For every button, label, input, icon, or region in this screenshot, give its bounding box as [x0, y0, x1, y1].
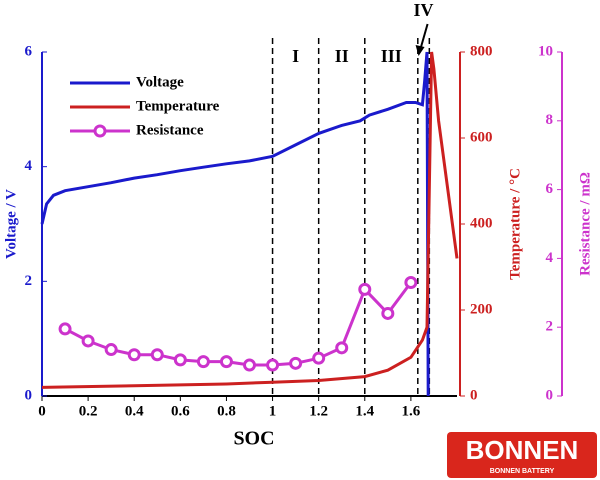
series-marker	[312, 351, 326, 365]
series-line	[41, 51, 459, 389]
x-tick-label: 1.6	[402, 403, 421, 419]
x-tick-label: 0.6	[171, 403, 190, 419]
y3-tick-label: 2	[546, 319, 554, 335]
y3-tick-label: 8	[546, 112, 554, 128]
y2-tick-label: 600	[470, 129, 493, 145]
y3-tick-label: 0	[546, 387, 554, 403]
series-line	[64, 281, 413, 367]
region-arrowhead	[415, 45, 425, 56]
region-label: II	[335, 46, 349, 66]
series-marker	[104, 343, 118, 357]
y3-tick-label: 10	[538, 43, 553, 59]
logo-box	[447, 432, 597, 478]
legend-label: Voltage	[136, 74, 184, 90]
series-marker	[196, 355, 210, 369]
series-marker	[150, 348, 164, 362]
x-tick-label: 0	[38, 403, 46, 419]
x-tick-label: 1	[269, 403, 277, 419]
region-label: I	[292, 46, 299, 66]
x-tick-label: 0.8	[217, 403, 236, 419]
region-label: IV	[414, 0, 434, 20]
y3-tick-label: 4	[546, 250, 554, 266]
y-tick-label: 6	[25, 43, 33, 59]
y3-axis-title: Resistance / mΩ	[577, 172, 593, 276]
series-marker	[381, 306, 395, 320]
y-tick-label: 0	[25, 387, 33, 403]
series-marker	[127, 348, 141, 362]
y2-tick-label: 0	[470, 387, 478, 403]
series-line	[40, 51, 430, 397]
x-tick-label: 1.4	[355, 403, 374, 419]
y-axis-title: Voltage / V	[3, 189, 19, 259]
series-marker	[58, 322, 72, 336]
series-marker	[289, 356, 303, 370]
legend-label: Resistance	[136, 122, 204, 138]
legend-marker	[93, 124, 107, 138]
x-tick-label: 1.2	[309, 403, 328, 419]
x-axis-title: SOC	[233, 428, 274, 450]
series-marker	[243, 358, 256, 372]
y2-tick-label: 200	[470, 301, 493, 317]
y3-tick-label: 6	[546, 181, 554, 197]
region-label: III	[381, 46, 402, 66]
logo-title: BONNEN	[466, 435, 579, 465]
logo-subtitle: BONNEN BATTERY	[490, 468, 555, 475]
series-marker	[358, 282, 372, 296]
series-marker	[219, 355, 233, 369]
x-tick-label: 0.4	[125, 403, 144, 419]
y-tick-label: 4	[25, 158, 33, 174]
y2-axis-title: Temperature / °C	[507, 168, 523, 280]
series-marker	[404, 275, 418, 289]
series-marker	[81, 334, 95, 348]
y2-tick-label: 800	[470, 43, 493, 59]
y-tick-label: 2	[25, 273, 33, 289]
legend-label: Temperature	[136, 98, 220, 114]
y2-tick-label: 400	[470, 215, 493, 231]
series-marker	[173, 353, 187, 367]
x-tick-label: 0.2	[79, 403, 98, 419]
series-marker	[335, 341, 349, 355]
series-marker	[266, 358, 280, 372]
